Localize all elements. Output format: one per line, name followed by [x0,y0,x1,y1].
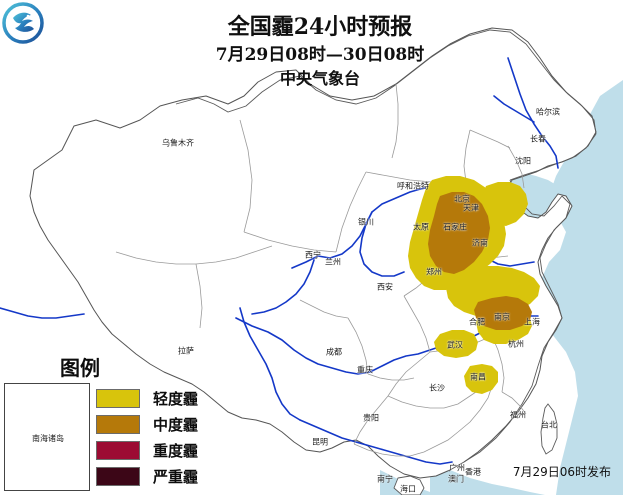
boundary-detail [175,29,597,463]
south-china-sea-inset: 南海诸岛 [4,383,90,491]
legend-swatch [96,414,140,434]
western-river [0,307,85,319]
province-borders [115,83,527,457]
national-boundary [29,27,597,479]
legend-swatch [96,440,140,460]
south-china-sea [430,460,545,495]
legend-row: 中度霾 [96,411,198,437]
legend-label: 轻度霾 [153,389,199,408]
legend-row: 轻度霾 [96,385,198,411]
haze-area-sunan-shanghai-core [474,296,532,330]
east-china-sea [536,80,623,495]
legend-row: 重度霾 [96,437,198,463]
legend-swatch [96,388,140,408]
haze-area-bohai-rim [482,182,528,226]
bohai-sea [497,168,562,219]
legend-label: 重度霾 [153,441,199,460]
haze-area-jingjinji-core [428,192,490,274]
taiwan-island [540,403,558,455]
upper-yellow-bend [251,259,315,315]
cma-dragon-logo-icon [2,2,44,44]
legend-swatch [96,466,140,486]
legend-title: 图例 [60,356,100,380]
yellow-river-loop [359,211,405,277]
haze-area-jianghan [434,330,478,358]
inset-label: 南海诸岛 [32,434,64,443]
xijiang-river [299,419,453,465]
legend-label: 中度霾 [153,415,199,434]
hainan-island [393,475,425,495]
haze-area-jiangxi-north [464,364,498,394]
legend-label: 严重霾 [153,467,199,486]
legend-row: 严重霾 [96,463,198,489]
china-landmass [29,27,597,479]
haze-moderate-layer [428,192,532,330]
songhua-river [507,57,559,169]
legend-list: 轻度霾中度霾重度霾严重霾 [96,385,198,489]
nenjiang-river [493,95,535,123]
issued-timestamp: 7月29日06时发布 [512,465,611,479]
islands-layer [393,403,558,495]
yangtze-upper-branch [239,307,301,421]
